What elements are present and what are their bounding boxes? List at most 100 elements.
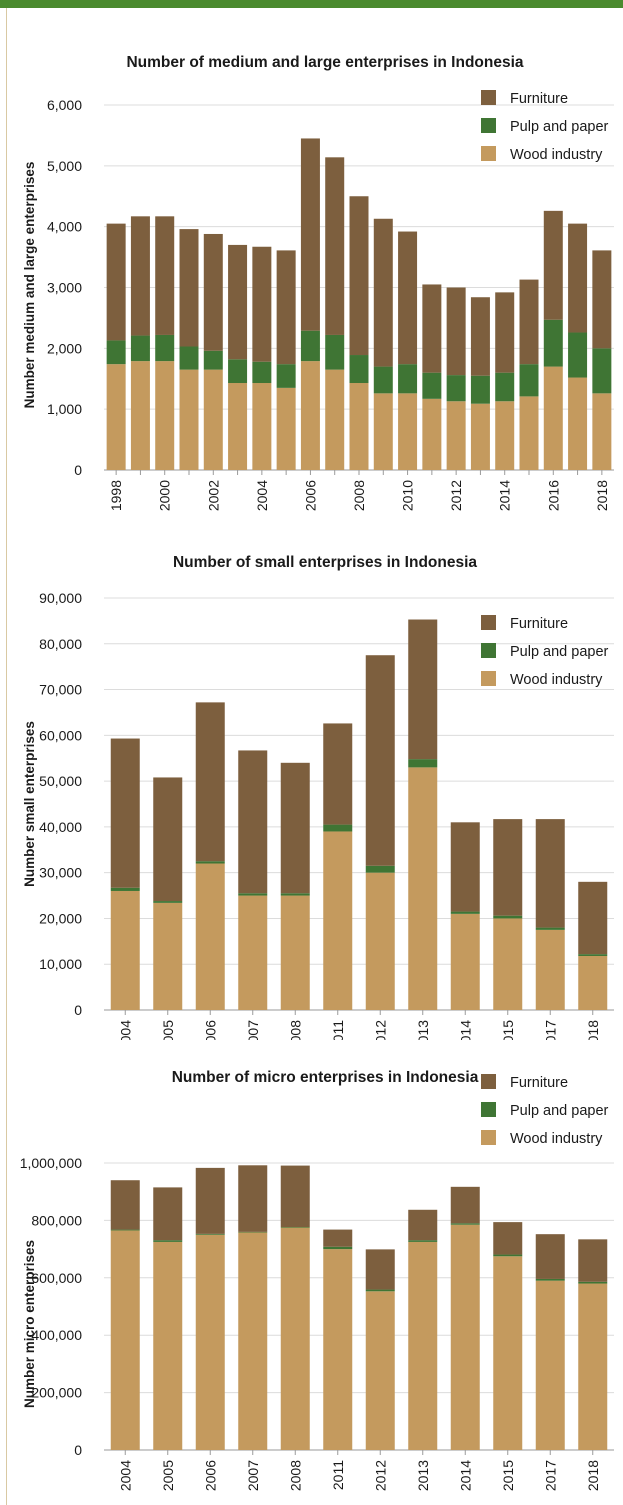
- bar-stack-2008: [349, 196, 369, 470]
- y-tick-label: 70,000: [39, 682, 82, 698]
- x-tick-label: 2018: [594, 480, 610, 511]
- x-tick-label: 2012: [372, 1020, 388, 1040]
- legend-label: Wood industry: [510, 1131, 603, 1147]
- bar-furniture-2006: [300, 138, 320, 331]
- x-tick-label: 2015: [500, 1020, 516, 1040]
- legend-item-wood-industry: Wood industry: [481, 671, 603, 688]
- bar-furniture-2014: [495, 292, 515, 373]
- bar-pulp-and-paper-2013: [408, 759, 438, 768]
- bar-pulp-and-paper-2012: [365, 1289, 395, 1292]
- y-tick-label: 400,000: [31, 1327, 82, 1343]
- bar-wood-industry-2012: [365, 872, 395, 1010]
- bar-pulp-and-paper-2004: [110, 887, 140, 891]
- bar-pulp-and-paper-2017: [535, 1278, 565, 1281]
- bar-wood-industry-2012: [446, 401, 466, 470]
- bar-wood-industry-2006: [195, 863, 225, 1010]
- legend-swatch: [481, 90, 496, 105]
- legend-label: Pulp and paper: [510, 119, 609, 135]
- chart-medium-large-svg: Number of medium and large enterprises i…: [22, 54, 614, 511]
- legend: Furniture Pulp and paper Wood industry: [481, 615, 609, 688]
- bar-furniture-1999: [130, 216, 150, 336]
- legend-label: Furniture: [510, 616, 568, 632]
- bar-wood-industry-2008: [280, 1227, 310, 1450]
- bar-pulp-and-paper-2016: [543, 319, 563, 367]
- bar-wood-industry-2014: [450, 1224, 480, 1450]
- bar-wood-industry-2011: [422, 398, 442, 470]
- bar-stack-2018: [578, 1239, 608, 1450]
- bar-furniture-2015: [493, 1222, 523, 1255]
- legend-item-furniture: Furniture: [481, 1074, 568, 1091]
- bar-stack-2015: [493, 1222, 523, 1450]
- bar-stack-2006: [195, 1167, 225, 1450]
- bar-stack-2013: [470, 297, 490, 470]
- bar-wood-industry-2012: [365, 1291, 395, 1450]
- y-tick-label: 200,000: [31, 1385, 82, 1401]
- bar-pulp-and-paper-2015: [519, 364, 539, 397]
- x-tick-label: 2008: [287, 1020, 303, 1040]
- bar-stack-2004: [252, 246, 272, 470]
- legend-swatch: [481, 1102, 496, 1117]
- bar-furniture-2008: [280, 762, 310, 894]
- bar-wood-industry-2007: [238, 1232, 268, 1450]
- y-tick-label: 6,000: [47, 97, 82, 113]
- x-tick-label: 2007: [245, 1460, 261, 1491]
- y-tick-label: 2,000: [47, 340, 82, 356]
- bar-furniture-2003: [228, 244, 248, 360]
- bar-pulp-and-paper-2017: [535, 927, 565, 930]
- y-tick-label: 0: [74, 1002, 82, 1018]
- bar-pulp-and-paper-2002: [203, 350, 223, 370]
- legend-swatch: [481, 146, 496, 161]
- bar-pulp-and-paper-1998: [106, 340, 126, 365]
- bar-furniture-2017: [535, 819, 565, 928]
- x-tick-label: 2008: [351, 480, 367, 511]
- bar-wood-industry-2008: [280, 895, 310, 1010]
- chart-title: Number of small enterprises in Indonesia: [173, 554, 477, 571]
- x-tick-label: 2000: [157, 480, 173, 511]
- top-accent-bar: [0, 0, 623, 8]
- x-tick-label: 2014: [457, 1460, 473, 1491]
- bar-pulp-and-paper-2008: [280, 893, 310, 896]
- bar-wood-industry-2017: [568, 377, 588, 470]
- bar-stack-2002: [203, 233, 223, 470]
- bar-stack-2003: [228, 244, 248, 470]
- bar-wood-industry-2010: [398, 393, 418, 470]
- legend-label: Pulp and paper: [510, 1103, 609, 1119]
- bar-wood-industry-2011: [323, 831, 353, 1010]
- bar-pulp-and-paper-2018: [578, 954, 608, 956]
- bar-wood-industry-2013: [408, 767, 438, 1010]
- legend-label: Furniture: [510, 1075, 568, 1091]
- bar-wood-industry-2006: [195, 1234, 225, 1450]
- bar-stack-2007: [238, 750, 268, 1010]
- bar-furniture-2014: [450, 1186, 480, 1224]
- bar-wood-industry-2005: [153, 1241, 183, 1450]
- y-tick-label: 1,000,000: [20, 1155, 82, 1171]
- bar-wood-industry-2015: [493, 1256, 523, 1450]
- bar-furniture-2018: [578, 881, 608, 955]
- x-tick-label: 2013: [415, 1460, 431, 1491]
- legend-item-furniture: Furniture: [481, 90, 568, 107]
- x-tick-label: 2014: [497, 480, 513, 511]
- bar-pulp-and-paper-2014: [495, 372, 515, 402]
- bar-stack-2006: [300, 138, 320, 470]
- bar-stack-2017: [535, 819, 565, 1010]
- bar-furniture-2004: [252, 246, 272, 362]
- bar-furniture-2000: [155, 216, 175, 335]
- bar-furniture-2013: [408, 1209, 438, 1241]
- bar-wood-industry-2016: [543, 366, 563, 470]
- bar-furniture-2008: [280, 1165, 310, 1228]
- bar-stack-2005: [276, 250, 296, 470]
- legend: Furniture Pulp and paper Wood industry: [481, 1074, 609, 1147]
- bar-furniture-2001: [179, 229, 199, 347]
- bar-stack-2009: [373, 218, 393, 470]
- chart-micro-svg: Number of micro enterprises in Indonesia…: [20, 1069, 614, 1491]
- legend-item-pulp-and-paper: Pulp and paper: [481, 643, 609, 660]
- x-tick-label: 2004: [117, 1460, 133, 1491]
- bar-stack-2010: [398, 231, 418, 470]
- plot-area: 0 200,000 400,000 600,000 800,000 1,000,000 20…: [20, 1155, 614, 1491]
- y-axis-label: Number micro enterprises: [22, 1240, 37, 1408]
- x-tick-label: 2013: [415, 1020, 431, 1040]
- bar-furniture-2017: [568, 223, 588, 333]
- bar-wood-industry-2001: [179, 369, 199, 470]
- bar-pulp-and-paper-2005: [153, 1240, 183, 1242]
- bar-pulp-and-paper-2003: [228, 359, 248, 384]
